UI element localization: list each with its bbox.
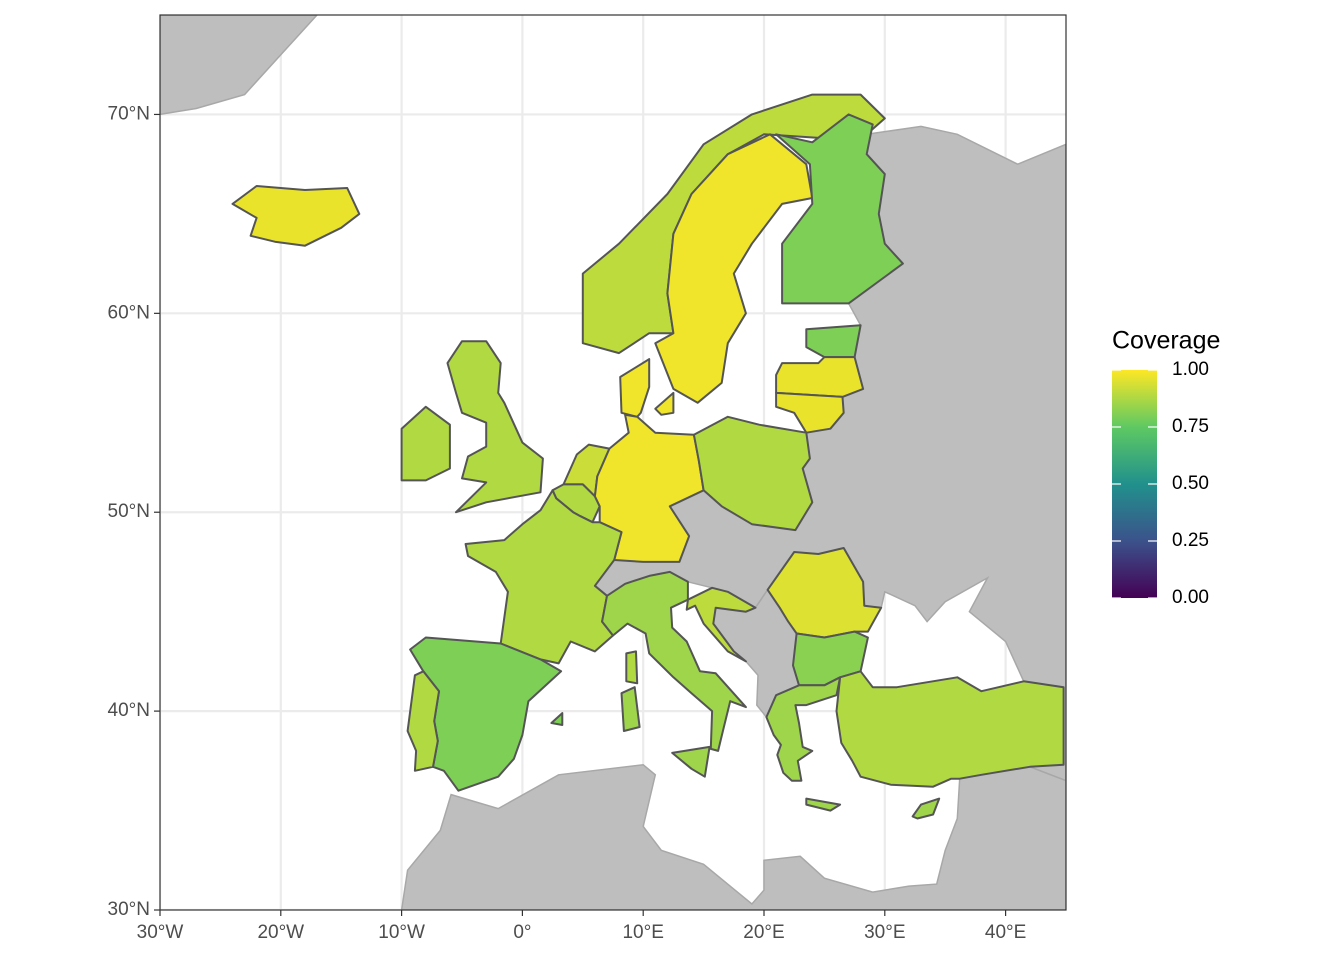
- axes: 30°W 20°W 10°W 0° 10°E 20°E 30°E 40°E 30°N 40°N 50…: [108, 103, 1027, 943]
- regions: [231, 93, 1065, 820]
- y-tick-label: 60°N: [108, 302, 150, 323]
- region: [692, 415, 814, 532]
- region: [231, 185, 361, 247]
- region: [775, 391, 845, 434]
- x-tick-label: 0°: [513, 922, 531, 943]
- legend: 0.00 0.25 0.50 0.75 1.00: [1112, 359, 1209, 608]
- legend-label: 0.75: [1172, 416, 1209, 437]
- region: [835, 670, 1065, 788]
- y-tick-label: 50°N: [108, 501, 150, 522]
- region: [654, 133, 814, 404]
- background-land: [160, 15, 1066, 910]
- x-tick-label: 30°E: [864, 922, 905, 943]
- legend-label: 0.00: [1172, 587, 1209, 608]
- region: [766, 547, 883, 639]
- y-tick-label: 40°N: [108, 700, 150, 721]
- region: [911, 797, 941, 820]
- y-tick-label: 30°N: [108, 899, 150, 920]
- x-tick-label: 10°E: [622, 922, 663, 943]
- region: [805, 324, 862, 359]
- legend-label: 0.25: [1172, 530, 1209, 551]
- legend-label: 1.00: [1172, 359, 1209, 380]
- legend-title: Coverage: [1112, 327, 1220, 355]
- region: [775, 113, 904, 305]
- x-tick-label: 20°W: [257, 922, 304, 943]
- land-shape: [160, 15, 319, 116]
- y-tick-label: 70°N: [108, 103, 150, 124]
- region: [400, 405, 451, 482]
- x-tick-label: 20°E: [743, 922, 784, 943]
- x-tick-label: 30°W: [137, 922, 184, 943]
- region: [406, 670, 440, 772]
- region: [685, 586, 757, 663]
- x-tick-label: 10°W: [378, 922, 425, 943]
- x-tick-label: 40°E: [985, 922, 1026, 943]
- panel-border: [159, 14, 1067, 911]
- region: [601, 570, 747, 778]
- region: [446, 340, 544, 514]
- region: [775, 356, 865, 398]
- region: [765, 676, 842, 812]
- legend-label: 0.50: [1172, 473, 1209, 494]
